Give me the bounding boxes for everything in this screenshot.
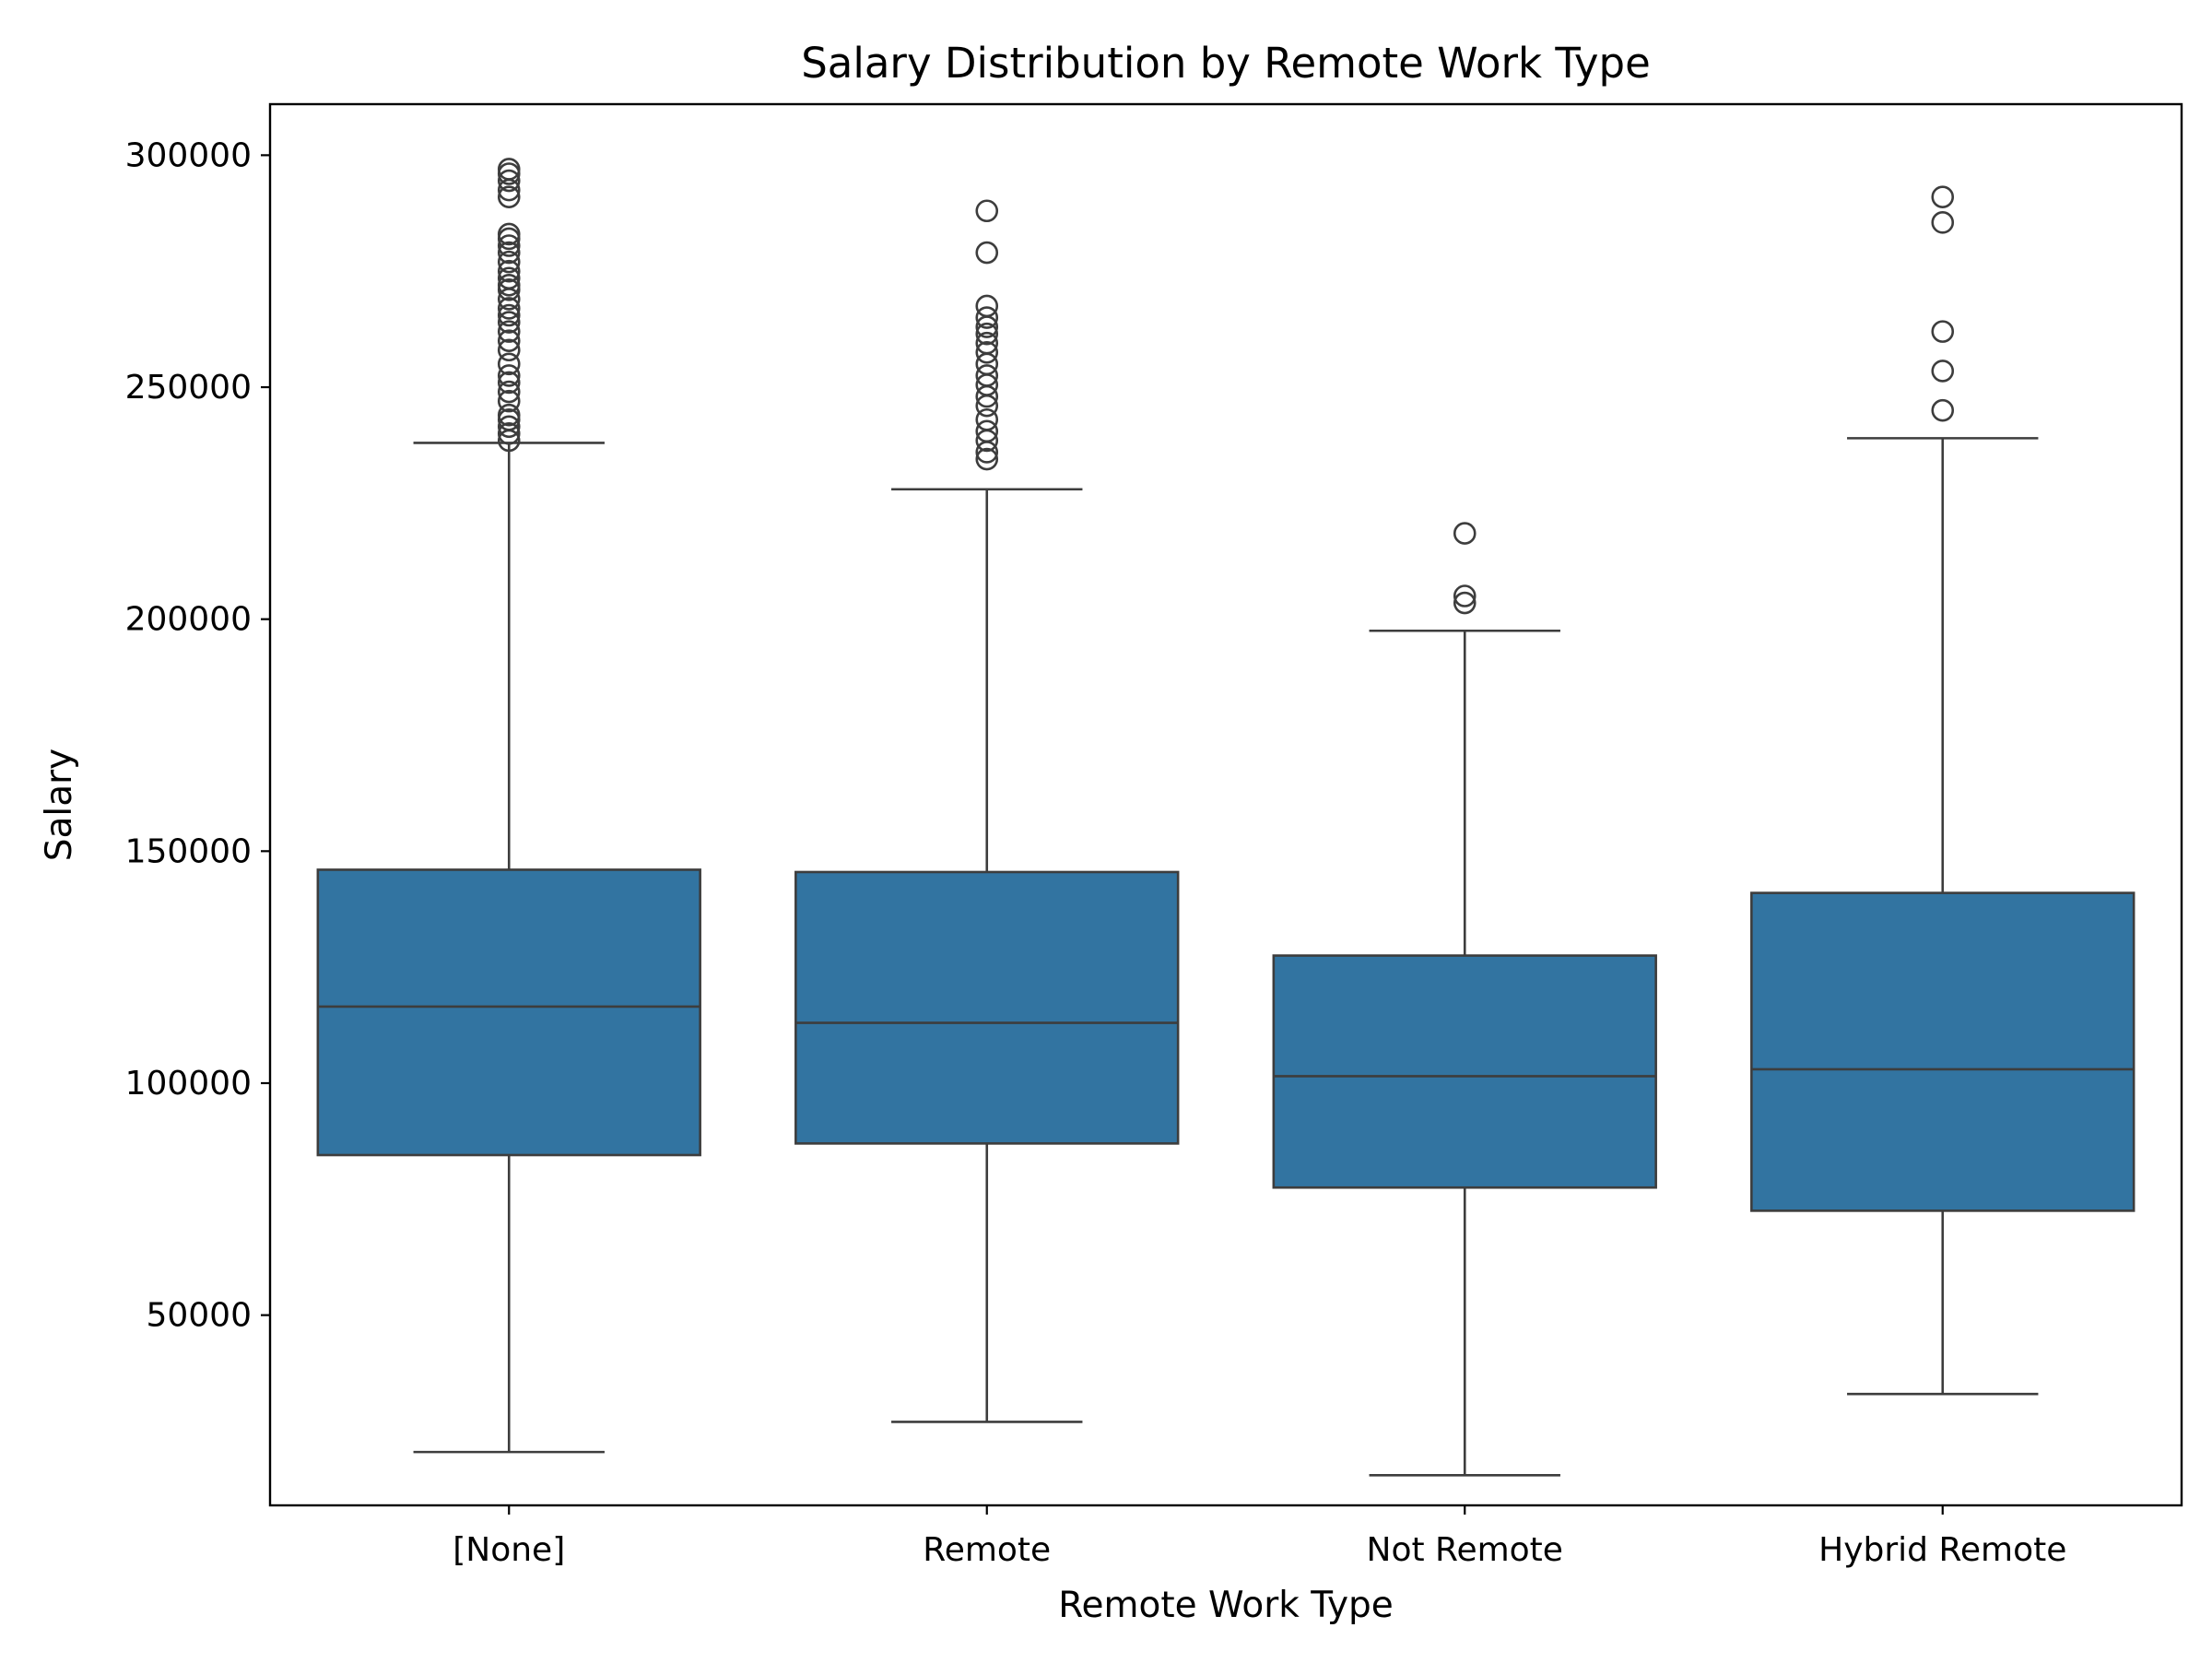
outlier-point [497, 222, 521, 246]
outlier-point [497, 158, 521, 181]
outlier-point [1931, 398, 1955, 422]
outlier-point [1453, 591, 1477, 615]
outlier-point [497, 273, 521, 297]
outlier-point [497, 364, 521, 387]
outlier-point [975, 352, 999, 376]
boxes-layer [316, 158, 2136, 1477]
outlier-point [975, 447, 999, 471]
outlier-point [975, 364, 999, 387]
outlier-point [975, 306, 999, 329]
box-group [1750, 185, 2136, 1396]
iqr-box [794, 870, 1180, 1145]
outlier-point [975, 294, 999, 318]
outlier-point [975, 241, 999, 265]
outlier-point [975, 407, 999, 431]
outlier-point [497, 241, 521, 265]
outlier-point [497, 303, 521, 327]
outlier-point [497, 320, 521, 343]
outlier-point [975, 331, 999, 355]
outlier-point [975, 322, 999, 346]
x-tick-label: Not Remote [1367, 1531, 1563, 1569]
outlier-point [497, 380, 521, 404]
x-axis: [None] Remote Not Remote Hybrid Remote [453, 1505, 2066, 1569]
x-axis-title: Remote Work Type [1058, 1585, 1394, 1626]
outlier-point [1453, 584, 1477, 607]
outlier-point [497, 259, 521, 283]
outlier-point [1931, 320, 1955, 343]
y-tick-label: 300000 [125, 136, 252, 174]
outlier-point [1453, 522, 1477, 545]
y-axis: 50000 100000 150000 200000 250000 300000 [125, 136, 270, 1335]
outlier-point [497, 403, 521, 427]
outlier-point [975, 419, 999, 443]
iqr-box [1272, 954, 1657, 1189]
outlier-point [975, 340, 999, 364]
outlier-point [497, 422, 521, 445]
box-group [794, 199, 1180, 1423]
outlier-point [497, 266, 521, 290]
y-tick-label: 50000 [146, 1297, 252, 1335]
outlier-point [497, 297, 521, 320]
x-tick-label: [None] [453, 1531, 565, 1569]
y-tick-label: 150000 [125, 832, 252, 870]
outlier-point [497, 311, 521, 334]
outlier-point [497, 338, 521, 362]
chart-title: Salary Distribution by Remote Work Type [801, 39, 1651, 88]
box-group [1272, 522, 1657, 1477]
y-tick-label: 100000 [125, 1065, 252, 1103]
y-tick-label: 200000 [125, 601, 252, 639]
y-axis-title: Salary [39, 749, 80, 862]
outlier-point [497, 389, 521, 413]
outlier-point [497, 371, 521, 395]
x-tick-label: Hybrid Remote [1818, 1531, 2066, 1569]
x-tick-label: Remote [923, 1531, 1051, 1569]
box-group [316, 158, 701, 1454]
outlier-point [497, 169, 521, 193]
iqr-box [316, 868, 701, 1157]
outlier-point [497, 352, 521, 376]
outlier-point [497, 415, 521, 439]
outlier-point [497, 250, 521, 274]
outlier-point [975, 199, 999, 223]
outlier-point [1931, 211, 1955, 234]
outlier-point [1931, 360, 1955, 383]
outlier-point [497, 234, 521, 257]
plot-frame [268, 102, 2183, 1507]
iqr-box [1750, 891, 2136, 1212]
outlier-point [497, 185, 521, 208]
outlier-point [497, 329, 521, 352]
y-tick-label: 250000 [125, 369, 252, 407]
outlier-point [1931, 185, 1955, 208]
